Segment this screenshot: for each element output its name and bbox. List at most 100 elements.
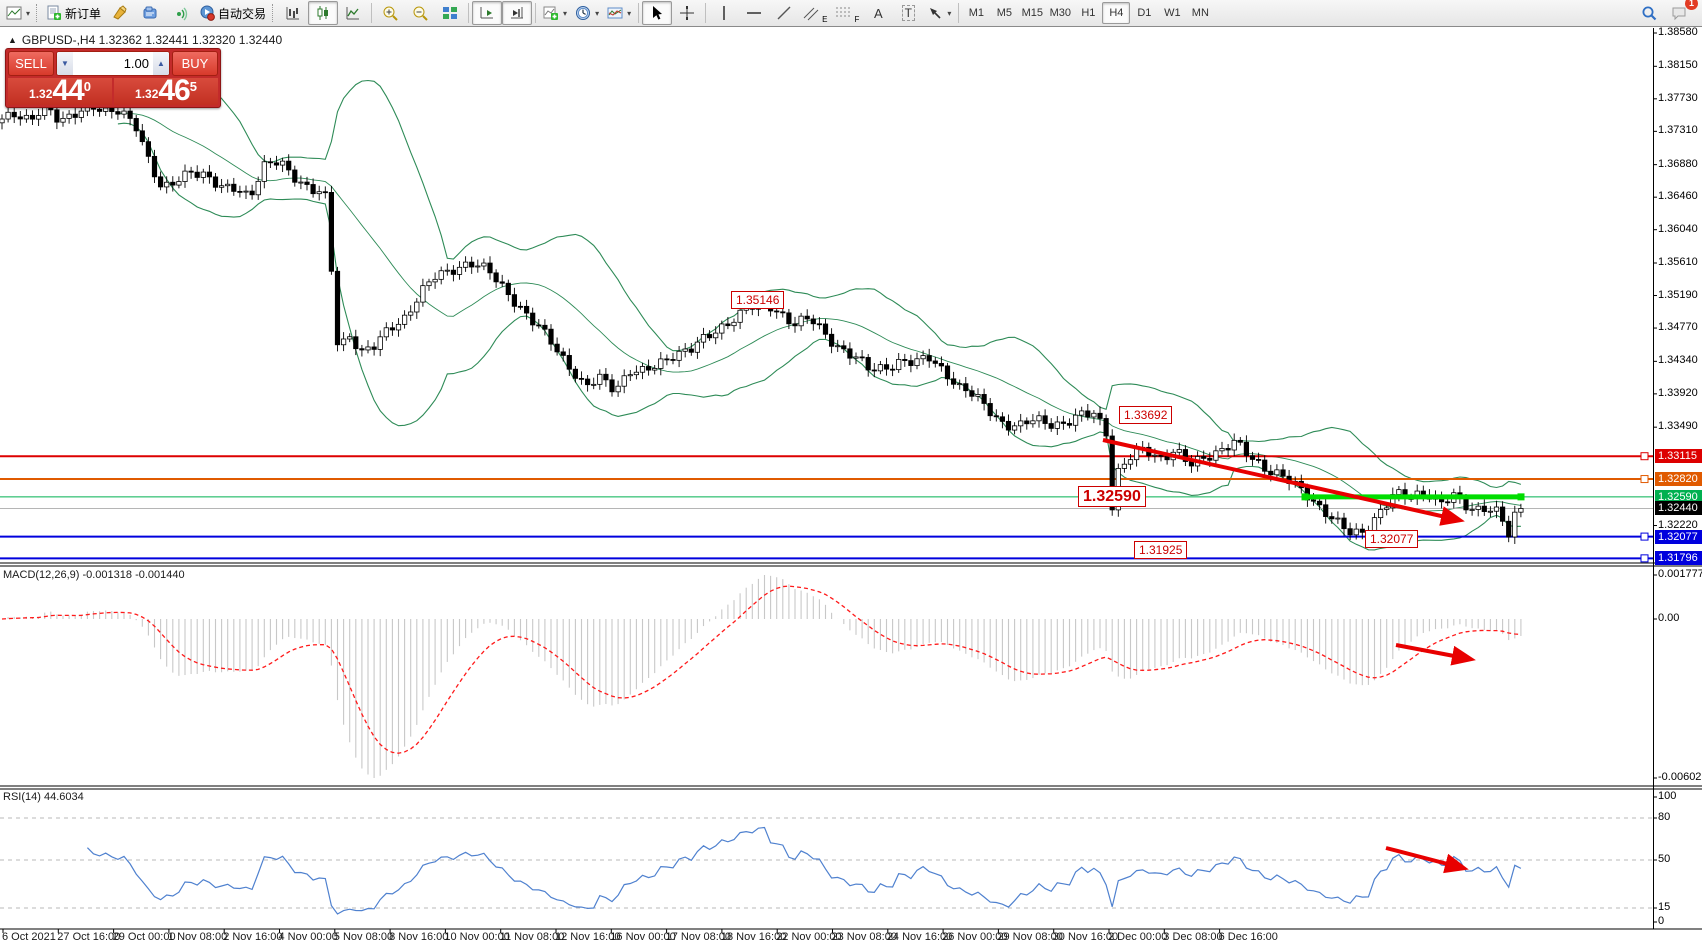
macd-scale-label: 0.00 <box>1658 612 1680 624</box>
price-tick-label: 1.36460 <box>1658 190 1698 203</box>
sell-price-display[interactable]: 1.32 44 0 <box>8 74 112 107</box>
timeframe-w1[interactable]: W1 <box>1164 7 1181 19</box>
volume-decrease-button[interactable]: ▼ <box>57 52 73 75</box>
toolbar-grip[interactable] <box>272 4 276 22</box>
timeframe-m15[interactable]: M15 <box>1021 7 1044 19</box>
time-axis-label: 1 Nov 08:00 <box>167 931 228 943</box>
text-label-tool[interactable]: T <box>893 1 923 25</box>
time-axis-label: 4 Nov 00:00 <box>278 931 338 943</box>
bar-chart-button[interactable] <box>278 1 308 25</box>
channel-tool[interactable]: E <box>799 1 831 25</box>
autotrading-label: 自动交易 <box>218 6 267 21</box>
time-axis-label: 10 Nov 00:00 <box>444 931 510 943</box>
time-axis-label: 29 Nov 08:00 <box>997 931 1063 943</box>
horizontal-line-tool[interactable] <box>739 1 769 25</box>
price-annotation[interactable]: 1.35146 <box>731 291 785 309</box>
time-axis-label: 2 Dec 00:00 <box>1108 931 1168 943</box>
toolbar-grip[interactable] <box>36 4 40 22</box>
time-axis-label: 29 Oct 00:00 <box>112 931 176 943</box>
cursor-tool-button[interactable] <box>642 1 673 25</box>
crosshair-icon <box>680 6 695 20</box>
time-axis-label: 18 Nov 16:00 <box>720 931 787 943</box>
price-annotation[interactable]: 1.32590 <box>1078 486 1146 507</box>
price-tick-label: 1.35190 <box>1658 288 1698 301</box>
timeframe-h4[interactable]: H4 <box>1102 2 1131 24</box>
rsi-scale-label: 0 <box>1658 915 1665 927</box>
buy-price-base: 1.32 <box>135 87 159 101</box>
vertical-line-icon <box>723 6 725 20</box>
horizontal-line-icon <box>747 12 762 14</box>
timeframe-m1[interactable]: M1 <box>968 7 984 19</box>
new-order-button[interactable]: 新订单 <box>42 1 105 25</box>
timeframe-d1[interactable]: D1 <box>1137 7 1152 19</box>
notifications-button[interactable]: 1 <box>1664 0 1698 25</box>
price-tick-label: 1.34770 <box>1658 321 1698 334</box>
chart-window-icon[interactable]: ▾ <box>2 1 34 25</box>
price-tick-label: 1.36880 <box>1658 157 1698 170</box>
styler-button[interactable] <box>105 1 135 25</box>
arrows-tool[interactable]: ▾ <box>923 1 955 25</box>
sell-button[interactable]: SELL <box>8 51 54 76</box>
volume-increase-button[interactable]: ▲ <box>153 52 169 75</box>
buy-price-display[interactable]: 1.32 46 5 <box>114 76 218 106</box>
price-tick-label: 1.33920 <box>1658 386 1698 399</box>
timeframe-h1[interactable]: H1 <box>1081 7 1096 19</box>
candlestick-icon <box>317 6 329 20</box>
brush-icon <box>113 5 127 20</box>
timeframe-m30[interactable]: M30 <box>1049 7 1072 19</box>
indicators-button[interactable]: ▾ <box>539 1 571 25</box>
sell-price-pip: 0 <box>83 79 91 94</box>
arrows-tool-icon <box>930 8 941 19</box>
level-price-box: 1.32820 <box>1655 472 1702 487</box>
trend-arrow-macd <box>1395 643 1476 666</box>
zoom-out-button[interactable] <box>405 1 435 25</box>
auto-scroll-button[interactable] <box>472 1 503 25</box>
symbol-ohlc-text: GBPUSD-,H4 1.32362 1.32441 1.32320 1.324… <box>21 33 283 47</box>
rsi-scale-label: 50 <box>1658 853 1671 865</box>
trend-arrow-rsi <box>1385 846 1469 874</box>
fibonacci-tool[interactable]: F <box>831 1 863 25</box>
tile-windows-button[interactable] <box>435 1 465 25</box>
channel-sub-label: E <box>822 15 828 24</box>
price-annotation[interactable]: 1.32077 <box>1365 530 1419 548</box>
autotrading-button[interactable]: 自动交易 <box>195 1 270 25</box>
tile-windows-icon <box>443 7 458 19</box>
volume-input[interactable] <box>73 52 153 75</box>
macd-panel-label: MACD(12,26,9) -0.001318 -0.001440 <box>3 569 185 581</box>
price-tick-label: 1.34340 <box>1658 354 1698 367</box>
profiles-button[interactable] <box>135 1 165 25</box>
text-tool[interactable]: A <box>863 1 893 25</box>
search-button[interactable] <box>1634 1 1664 25</box>
price-annotation[interactable]: 1.33692 <box>1119 406 1173 424</box>
zoom-in-button[interactable] <box>375 1 405 25</box>
main-toolbar: ▾ 新订单 自动交易 <box>0 0 1702 27</box>
text-tool-icon: A <box>873 5 883 21</box>
sell-price-base: 1.32 <box>29 87 53 101</box>
candlestick-chart-button[interactable] <box>308 1 339 25</box>
signals-button[interactable] <box>165 1 195 25</box>
buy-button[interactable]: BUY <box>172 51 218 76</box>
crosshair-tool-button[interactable] <box>672 1 702 25</box>
sell-price-big: 44 <box>52 74 84 107</box>
timeframe-mn[interactable]: MN <box>1191 7 1209 19</box>
toolbar-separator <box>638 3 640 23</box>
chart-symbol-header: ▲ GBPUSD-,H4 1.32362 1.32441 1.32320 1.3… <box>8 33 282 47</box>
mini-chart-icon <box>6 6 22 20</box>
periods-button[interactable]: ▾ <box>571 1 603 25</box>
chart-shift-button[interactable] <box>502 1 533 25</box>
price-tick-label: 1.32220 <box>1658 518 1698 531</box>
trend-arrow-main <box>1102 438 1465 526</box>
line-chart-button[interactable] <box>338 1 368 25</box>
template-icon <box>607 7 623 19</box>
templates-button[interactable]: ▾ <box>603 1 635 25</box>
collapse-panel-icon[interactable]: ▲ <box>8 35 17 45</box>
toolbar-separator <box>371 3 373 23</box>
rsi-scale-label: 15 <box>1658 901 1671 913</box>
vertical-line-tool[interactable] <box>709 1 739 25</box>
time-axis-label: 16 Nov 00:00 <box>610 931 676 943</box>
price-annotation[interactable]: 1.31925 <box>1134 541 1188 559</box>
timeframe-m5[interactable]: M5 <box>996 7 1012 19</box>
trendline-tool[interactable] <box>769 1 799 25</box>
